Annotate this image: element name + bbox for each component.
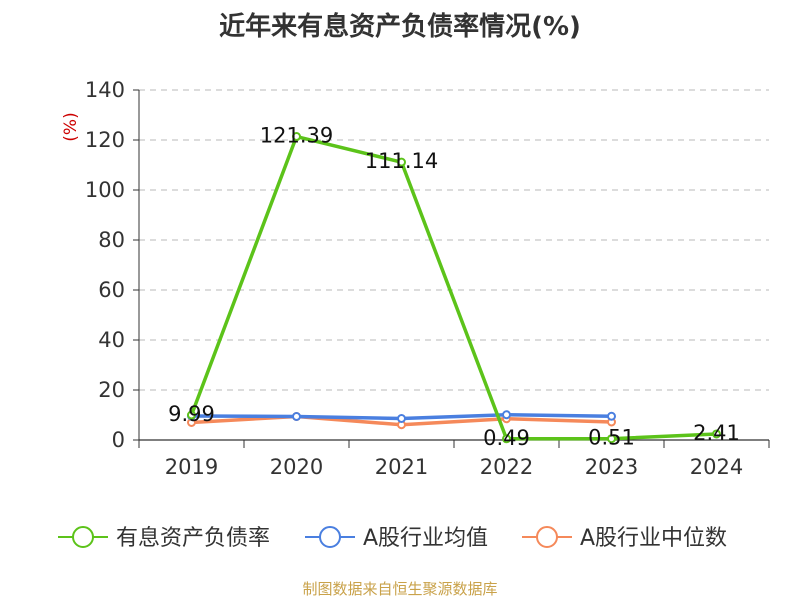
grid-lines <box>139 89 769 391</box>
x-tick-label: 2023 <box>585 455 638 479</box>
y-tick-label: 0 <box>112 428 125 452</box>
data-point <box>502 410 511 420</box>
y-axis-unit: (%) <box>61 112 81 141</box>
data-point <box>292 412 301 421</box>
x-tick-label: 2019 <box>165 455 218 479</box>
legend-label: A股行业均值 <box>363 526 488 551</box>
data-label: 0.51 <box>588 426 635 450</box>
legend-marker <box>72 526 94 548</box>
legend-item-1: A股行业均值 <box>305 526 488 551</box>
chart-title: 近年来有息资产负债率情况(%) <box>219 12 581 42</box>
source-note: 制图数据来自恒生聚源数据库 <box>302 580 498 598</box>
data-label: 121.39 <box>260 124 333 148</box>
y-tick-label: 120 <box>85 128 125 152</box>
x-tick-label: 2024 <box>690 455 743 479</box>
data-point <box>397 157 406 167</box>
y-tick-label: 60 <box>98 278 125 302</box>
data-point <box>187 410 196 420</box>
legend-item-2: A股行业中位数 <box>522 526 727 551</box>
data-point <box>607 411 616 421</box>
data-point <box>712 429 721 439</box>
y-tick-label: 40 <box>98 328 125 352</box>
axes: 0 20 40 60 80 100 120 140 2019 2020 2021 2022 2023 20… <box>85 78 770 479</box>
legend-label: 有息资产负债率 <box>116 526 270 551</box>
data-label: 0.49 <box>483 426 530 450</box>
data-label: 111.14 <box>365 149 438 173</box>
y-tick-label: 100 <box>85 178 125 202</box>
legend-item-0: 有息资产负债率 <box>58 526 270 551</box>
legend-marker <box>319 526 341 548</box>
series-line-0 <box>189 134 719 441</box>
y-tick-label: 140 <box>85 78 125 102</box>
y-tick-label: 20 <box>98 378 125 402</box>
y-tick-label: 80 <box>98 228 125 252</box>
series-lines <box>187 132 721 444</box>
data-point <box>502 434 511 444</box>
data-point <box>292 132 301 142</box>
legend-marker <box>536 526 558 548</box>
x-tick-label: 2020 <box>270 455 323 479</box>
data-label: 2.41 <box>693 421 740 445</box>
data-labels: 9.99 121.39 111.14 0.49 0.51 2.41 <box>168 124 740 450</box>
data-point <box>397 414 406 423</box>
x-tick-label: 2022 <box>480 455 533 479</box>
legend: 有息资产负债率 A股行业均值 A股行业中位数 <box>58 526 727 551</box>
data-point <box>607 434 616 444</box>
data-label: 9.99 <box>168 402 215 426</box>
legend-label: A股行业中位数 <box>580 526 727 551</box>
x-tick-label: 2021 <box>375 455 428 479</box>
